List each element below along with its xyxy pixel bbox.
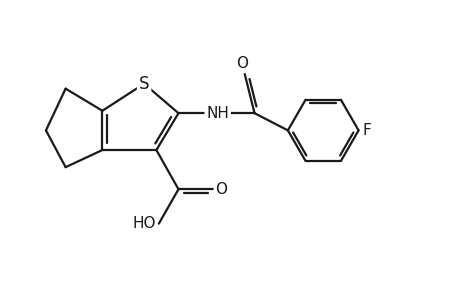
Text: O: O (236, 56, 248, 71)
Text: S: S (139, 75, 149, 93)
Text: O: O (215, 182, 227, 197)
Text: F: F (362, 123, 370, 138)
Text: HO: HO (133, 216, 156, 231)
Text: NH: NH (206, 106, 229, 121)
